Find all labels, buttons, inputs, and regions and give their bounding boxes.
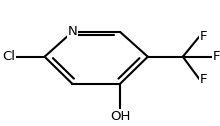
Text: OH: OH: [110, 110, 130, 123]
Text: F: F: [199, 73, 207, 86]
Text: F: F: [212, 50, 220, 63]
Text: F: F: [199, 30, 207, 43]
Text: N: N: [67, 25, 77, 38]
Text: Cl: Cl: [2, 50, 15, 63]
